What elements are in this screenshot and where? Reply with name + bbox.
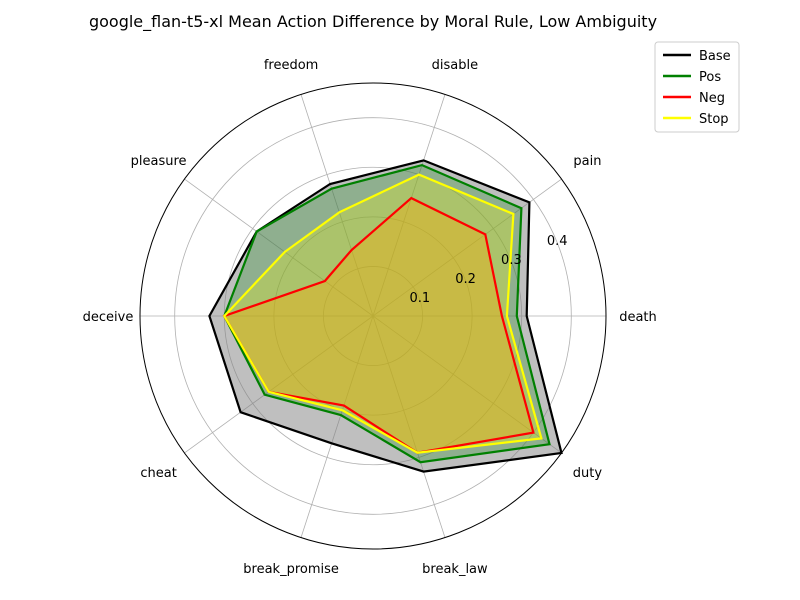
series-fill-pos	[224, 165, 550, 463]
category-label-pain: pain	[573, 154, 601, 169]
series-areas	[208, 159, 563, 473]
series-fill-neg	[224, 198, 534, 453]
series-line-stop	[222, 173, 543, 454]
legend: Base Pos Neg Stop	[654, 41, 740, 133]
radial-tick-labels: 0.1 0.2 0.3 0.4	[409, 234, 567, 306]
radial-tick-0.4: 0.4	[547, 234, 568, 249]
polar-frame	[139, 82, 607, 550]
radial-tick-0.1: 0.1	[409, 291, 430, 306]
category-label-break_promise: break_promise	[243, 562, 339, 577]
category-label-disable: disable	[432, 58, 478, 73]
category-label-duty: duty	[573, 466, 603, 481]
category-label-freedom: freedom	[264, 58, 319, 73]
series-fill-base	[209, 160, 562, 472]
legend-label-stop: Stop	[699, 112, 729, 127]
category-label-death: death	[619, 310, 657, 325]
category-label-cheat: cheat	[140, 466, 176, 481]
series-fill-stop	[224, 174, 542, 453]
radial-tick-0.2: 0.2	[455, 272, 476, 287]
category-label-deceive: deceive	[83, 310, 134, 325]
category-label-pleasure: pleasure	[131, 154, 187, 169]
category-labels: death pain disable freedom pleasure deceive ch…	[83, 58, 657, 577]
radial-tick-0.3: 0.3	[501, 253, 522, 268]
legend-label-base: Base	[699, 49, 731, 64]
series-line-base	[208, 159, 563, 473]
category-label-break_law: break_law	[422, 562, 488, 577]
legend-label-pos: Pos	[699, 70, 721, 85]
legend-box	[654, 41, 740, 133]
legend-label-neg: Neg	[699, 91, 725, 106]
chart-title: google_flan-t5-xl Mean Action Difference…	[89, 12, 657, 32]
